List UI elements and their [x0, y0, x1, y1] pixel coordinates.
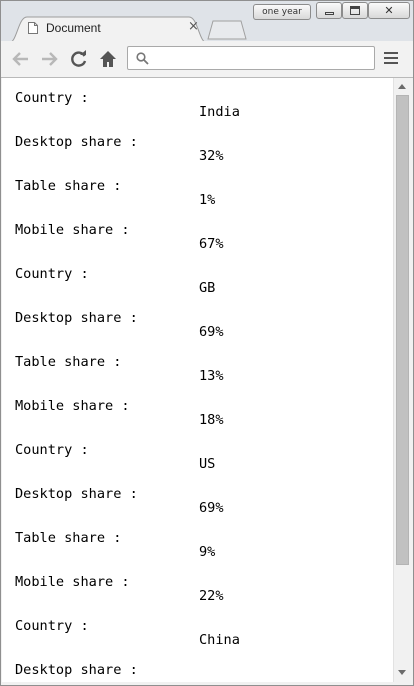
- window-close-button[interactable]: ✕: [368, 2, 410, 19]
- address-input[interactable]: [156, 48, 374, 70]
- field-value: 9%: [199, 544, 216, 560]
- record-row: Table share : 9%: [2, 518, 393, 562]
- new-tab-button[interactable]: [207, 20, 247, 40]
- field-label: Desktop share :: [15, 486, 138, 502]
- record-row: Desktop share : 32%: [2, 122, 393, 166]
- field-label: Desktop share :: [15, 662, 138, 678]
- field-label: Country :: [15, 90, 89, 106]
- scrollbar-thumb[interactable]: [396, 95, 409, 565]
- home-icon[interactable]: [98, 49, 118, 69]
- field-value: 22%: [199, 588, 224, 604]
- scroll-up-icon[interactable]: [398, 84, 406, 89]
- reload-icon[interactable]: [69, 49, 89, 69]
- record-row: Country : US: [2, 430, 393, 474]
- field-value: 32%: [199, 148, 224, 164]
- field-value: 69%: [199, 500, 224, 516]
- maximize-button[interactable]: [342, 2, 368, 19]
- address-bar[interactable]: [127, 46, 375, 70]
- field-value: 18%: [199, 412, 224, 428]
- field-value: 13%: [199, 368, 224, 384]
- field-value: 67%: [199, 236, 224, 252]
- record-row: Desktop share : 69%: [2, 298, 393, 342]
- minimize-button[interactable]: [316, 2, 342, 19]
- field-label: Desktop share :: [15, 134, 138, 150]
- field-label: Table share :: [15, 354, 122, 370]
- record-row: Mobile share : 18%: [2, 386, 393, 430]
- tab-document[interactable]: Document ×: [9, 15, 207, 43]
- field-value: GB: [199, 280, 216, 296]
- field-label: Country :: [15, 266, 89, 282]
- record-row: Mobile share : 67%: [2, 210, 393, 254]
- field-label: Mobile share :: [15, 222, 130, 238]
- record-row: Desktop share :: [2, 650, 393, 682]
- page-viewport: Country : India Desktop share : 32% Table sh…: [2, 78, 393, 682]
- search-icon: [136, 52, 149, 65]
- field-value: US: [199, 456, 216, 472]
- field-value: India: [199, 104, 240, 120]
- title-bar: one year ✕ Document ×: [1, 1, 413, 43]
- field-label: Table share :: [15, 530, 122, 546]
- field-label: Mobile share :: [15, 398, 130, 414]
- field-label: Country :: [15, 442, 89, 458]
- field-value: China: [199, 632, 240, 648]
- minimize-icon: [324, 11, 334, 15]
- profile-badge[interactable]: one year: [253, 4, 311, 20]
- tab-close-button[interactable]: ×: [188, 19, 199, 34]
- record-row: Country : GB: [2, 254, 393, 298]
- field-label: Mobile share :: [15, 574, 130, 590]
- tab-background: [9, 16, 207, 43]
- record-row: Table share : 1%: [2, 166, 393, 210]
- maximize-icon: [350, 6, 360, 15]
- record-row: Mobile share : 22%: [2, 562, 393, 606]
- field-label: Country :: [15, 618, 89, 634]
- field-value: 1%: [199, 192, 216, 208]
- record-row: Table share : 13%: [2, 342, 393, 386]
- field-label: Table share :: [15, 178, 122, 194]
- close-icon: ✕: [384, 4, 394, 17]
- vertical-scrollbar[interactable]: [393, 78, 411, 682]
- field-label: Desktop share :: [15, 310, 138, 326]
- record-row: Country : India: [2, 78, 393, 122]
- menu-icon[interactable]: [384, 52, 398, 66]
- tab-title: Document: [46, 21, 101, 35]
- field-value: 69%: [199, 324, 224, 340]
- record-row: Desktop share : 69%: [2, 474, 393, 518]
- browser-toolbar: [1, 41, 413, 78]
- forward-arrow-icon[interactable]: [39, 49, 59, 69]
- document-icon: [28, 22, 38, 34]
- back-arrow-icon[interactable]: [11, 49, 31, 69]
- record-row: Country : China: [2, 606, 393, 650]
- page-content: Country : India Desktop share : 32% Table sh…: [2, 78, 393, 682]
- scroll-down-icon[interactable]: [398, 670, 406, 675]
